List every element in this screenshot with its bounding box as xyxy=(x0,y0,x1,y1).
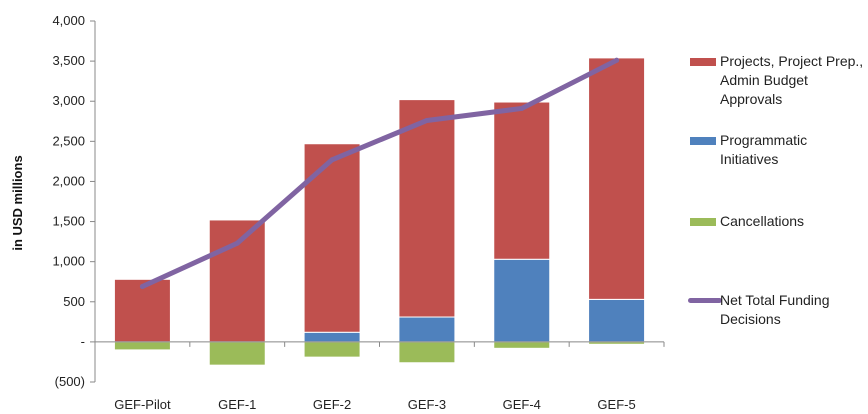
y-tick-label: 500 xyxy=(63,294,85,309)
bar-programmatic-gef-3 xyxy=(398,316,456,343)
legend-swatch-programmatic xyxy=(690,137,716,145)
legend-label-net-total: Net Total Funding Decisions xyxy=(720,292,830,327)
y-tick-label: (500) xyxy=(55,374,85,389)
legend-swatch-projects xyxy=(690,58,716,66)
legend-label-projects: Projects, Project Prep., Admin Budget Ap… xyxy=(720,53,864,107)
y-tick-label: 2,000 xyxy=(52,173,85,188)
net-total-line xyxy=(139,57,620,290)
bar-projects-gef-5 xyxy=(588,57,646,300)
y-tick-label: 1,500 xyxy=(52,214,85,229)
net-total-point-gef-5 xyxy=(614,57,620,63)
y-tick-label: - xyxy=(81,334,85,349)
bar-programmatic-gef-4 xyxy=(493,258,551,343)
bar-cancellations-gef-1 xyxy=(208,341,266,366)
y-tick-label: 2,500 xyxy=(52,133,85,148)
x-tick-label: GEF-4 xyxy=(503,397,541,412)
bar-projects-gef-1 xyxy=(208,219,266,343)
net-total-point-gef-3 xyxy=(424,117,430,123)
x-tick-label: GEF-3 xyxy=(408,397,446,412)
net-total-point-gef-2 xyxy=(329,157,335,163)
bar-cancellations-gef-4 xyxy=(493,341,551,349)
legend-swatch-cancellations xyxy=(690,218,716,226)
bar-cancellations-gef-2 xyxy=(303,341,361,358)
legend-label-programmatic: Programmatic Initiatives xyxy=(720,132,808,167)
bar-projects-gef-2 xyxy=(303,143,361,333)
x-tick-label: GEF-5 xyxy=(597,397,635,412)
bar-programmatic-gef-5 xyxy=(588,298,646,343)
net-total-point-gef-pilot xyxy=(139,284,145,290)
axes: (500) - 500 1,000 1,500 2,000 2,500 3,000 3,500 4… xyxy=(52,13,665,412)
y-tick-label: 3,500 xyxy=(52,53,85,68)
bar-cancellations-gef-pilot xyxy=(113,341,171,351)
y-tick-label: 4,000 xyxy=(52,13,85,28)
y-tick-label: 1,000 xyxy=(52,254,85,269)
net-total-point-gef-1 xyxy=(234,240,240,246)
bar-projects-gef-4 xyxy=(493,101,551,260)
x-tick-label: GEF-1 xyxy=(218,397,256,412)
legend-label-cancellations: Cancellations xyxy=(720,213,805,229)
bar-projects-gef-3 xyxy=(398,99,456,318)
bars xyxy=(113,57,646,366)
bar-cancellations-gef-3 xyxy=(398,341,456,364)
bar-programmatic-gef-2 xyxy=(303,331,361,343)
x-tick-label: GEF-2 xyxy=(313,397,351,412)
net-total-polyline xyxy=(139,57,620,290)
legend-line-net-total xyxy=(688,298,722,303)
x-tick-label: GEF-Pilot xyxy=(114,397,171,412)
bar-projects-gef-pilot xyxy=(113,278,171,343)
y-axis-title: in USD millions xyxy=(10,155,25,250)
net-total-point-gef-4 xyxy=(519,105,525,111)
y-tick-label: 3,000 xyxy=(52,93,85,108)
